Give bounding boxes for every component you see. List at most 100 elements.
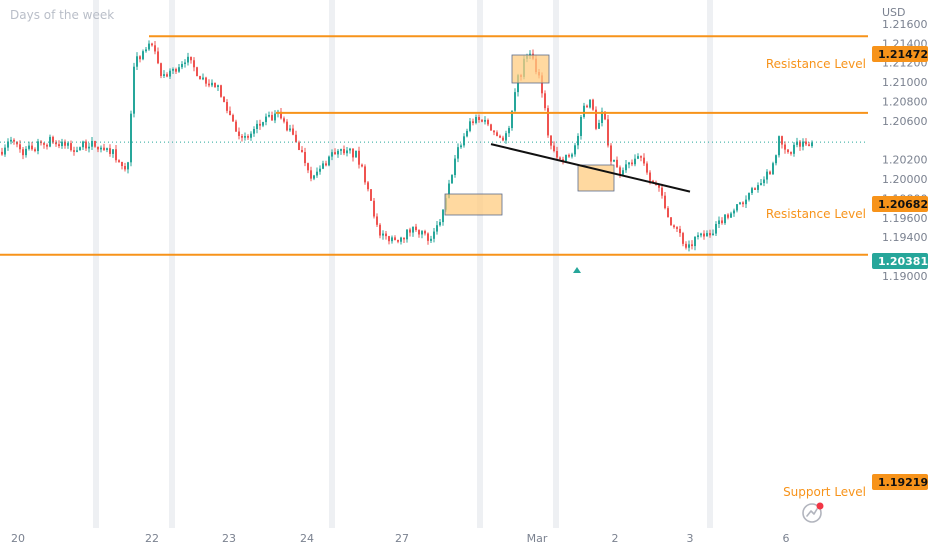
candle-body xyxy=(781,136,783,145)
candle-body xyxy=(607,119,609,146)
candle-body xyxy=(793,144,795,154)
candle-body xyxy=(88,146,90,149)
day-separator xyxy=(477,0,483,528)
candle-body xyxy=(691,244,693,247)
resistance-label-2: Resistance Level xyxy=(766,207,866,221)
candle-body xyxy=(313,175,315,179)
candle-body xyxy=(391,237,393,242)
last-price-badge: 1.20381 xyxy=(872,253,928,269)
candle-body xyxy=(148,43,150,50)
candle-body xyxy=(517,75,519,93)
candle-body xyxy=(604,111,606,120)
candle-body xyxy=(478,117,480,120)
candle-body xyxy=(631,162,633,165)
candle-body xyxy=(25,148,27,156)
candle-body xyxy=(628,162,630,165)
level-badge-2: 1.20682 xyxy=(872,196,928,212)
candle-body xyxy=(736,204,738,211)
trendline-layer xyxy=(490,143,691,273)
price-tick-label: 1.20600 xyxy=(882,115,928,128)
candle-body xyxy=(385,233,387,237)
candle-body xyxy=(37,141,39,152)
candle-body xyxy=(52,136,54,143)
candle-body xyxy=(505,133,507,141)
candle-body xyxy=(418,230,420,235)
candle-body xyxy=(217,85,219,87)
candle-body xyxy=(433,231,435,239)
candle-body xyxy=(394,237,396,240)
candle-body xyxy=(70,143,72,151)
candle-body xyxy=(553,145,555,152)
candle-body xyxy=(382,233,384,236)
candle-body xyxy=(646,163,648,173)
candle-body xyxy=(316,171,318,176)
candle-body xyxy=(151,43,153,46)
candle-body xyxy=(739,202,741,205)
time-tick-label: 22 xyxy=(145,532,159,545)
candle-body xyxy=(799,141,801,147)
candle-body xyxy=(19,144,21,150)
candle-body xyxy=(376,216,378,225)
candle-body xyxy=(334,152,336,155)
candle-body xyxy=(271,115,273,121)
candle-body xyxy=(718,220,720,225)
candle-body xyxy=(253,128,255,134)
candle-body xyxy=(427,233,429,241)
candle-body xyxy=(397,239,399,242)
candle-body xyxy=(373,200,375,217)
candle-body xyxy=(676,227,678,229)
candle-body xyxy=(163,74,165,76)
candle-body xyxy=(796,141,798,145)
candle-body xyxy=(259,123,261,126)
candle-body xyxy=(118,160,120,162)
candle-body xyxy=(322,163,324,169)
candle-body xyxy=(214,82,216,87)
level-value-1: 1.21472 xyxy=(878,48,928,61)
candle-body xyxy=(574,145,576,155)
candle-body xyxy=(358,150,360,165)
candle-body xyxy=(139,56,141,60)
candle-body xyxy=(172,68,174,71)
candle-body xyxy=(55,142,57,145)
candle-body xyxy=(622,170,624,175)
candle-body xyxy=(616,159,618,168)
candle-body xyxy=(790,152,792,154)
tradingview-logo-icon xyxy=(802,502,824,523)
level-badge-3: 1.19219 xyxy=(872,474,928,490)
candle-body xyxy=(61,141,63,147)
candle-body xyxy=(619,167,621,175)
candle-body xyxy=(727,214,729,218)
candle-body xyxy=(106,148,108,150)
level-value-2: 1.20682 xyxy=(878,198,928,211)
candle-body xyxy=(652,180,654,183)
candle-body xyxy=(361,164,363,167)
candle-body xyxy=(559,157,561,160)
candle-body xyxy=(154,45,156,52)
candle-body xyxy=(688,244,690,248)
candle-body xyxy=(682,233,684,244)
candle-body xyxy=(343,149,345,154)
candle-body xyxy=(805,141,807,145)
candle-body xyxy=(637,156,639,159)
price-tick-label: 1.19400 xyxy=(882,231,928,244)
time-tick-label: 3 xyxy=(687,532,694,545)
candle-body xyxy=(169,70,171,77)
candle-body xyxy=(307,163,309,171)
highlight-boxes xyxy=(444,54,615,216)
candle-body xyxy=(547,108,549,136)
candle-body xyxy=(775,155,777,164)
highlight-box xyxy=(511,54,550,84)
candle-body xyxy=(406,229,408,240)
candle-body xyxy=(811,142,813,147)
candle-body xyxy=(94,140,96,147)
candle-body xyxy=(4,147,6,155)
candle-body xyxy=(109,148,111,154)
candle-body xyxy=(550,135,552,146)
candle-body xyxy=(568,154,570,157)
candle-body xyxy=(196,67,198,77)
candle-body xyxy=(64,141,66,146)
candle-body xyxy=(82,141,84,148)
candle-body xyxy=(751,188,753,194)
candle-body xyxy=(685,243,687,248)
